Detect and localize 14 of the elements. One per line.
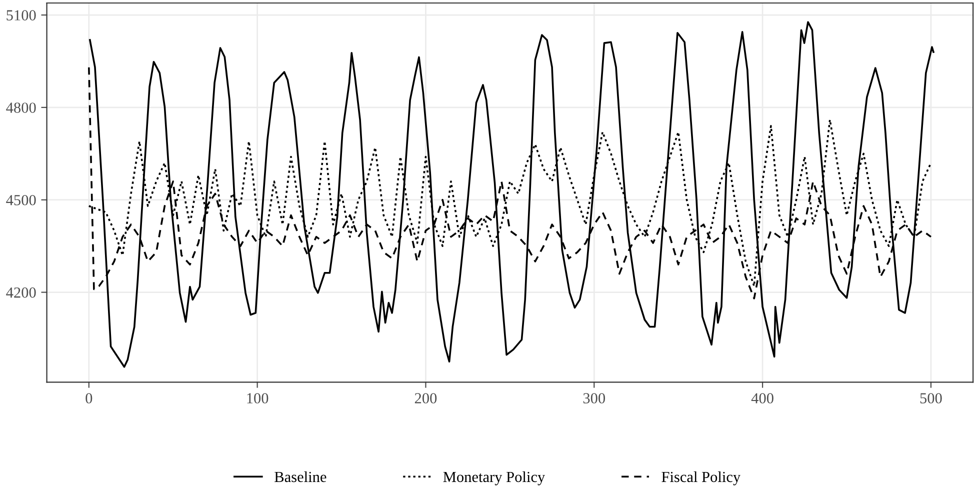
- x-tick-label: 0: [86, 393, 92, 404]
- line-series: [89, 21, 934, 368]
- y-tick-label: 4500: [6, 194, 36, 206]
- legend-label: Baseline: [274, 471, 326, 482]
- x-tick-label: 400: [751, 393, 774, 404]
- x-tick-label: 200: [414, 393, 437, 404]
- legend-label: Monetary Policy: [443, 471, 546, 486]
- legend-label: Fiscal Policy: [662, 471, 741, 486]
- y-tick-label: 4200: [6, 287, 36, 298]
- x-tick-label: 500: [920, 393, 942, 404]
- y-tick-label: 4800: [6, 102, 36, 113]
- x-tick-label: 100: [247, 393, 268, 404]
- x-tick-label: 300: [583, 393, 606, 404]
- y-tick-label: 5100: [6, 10, 36, 20]
